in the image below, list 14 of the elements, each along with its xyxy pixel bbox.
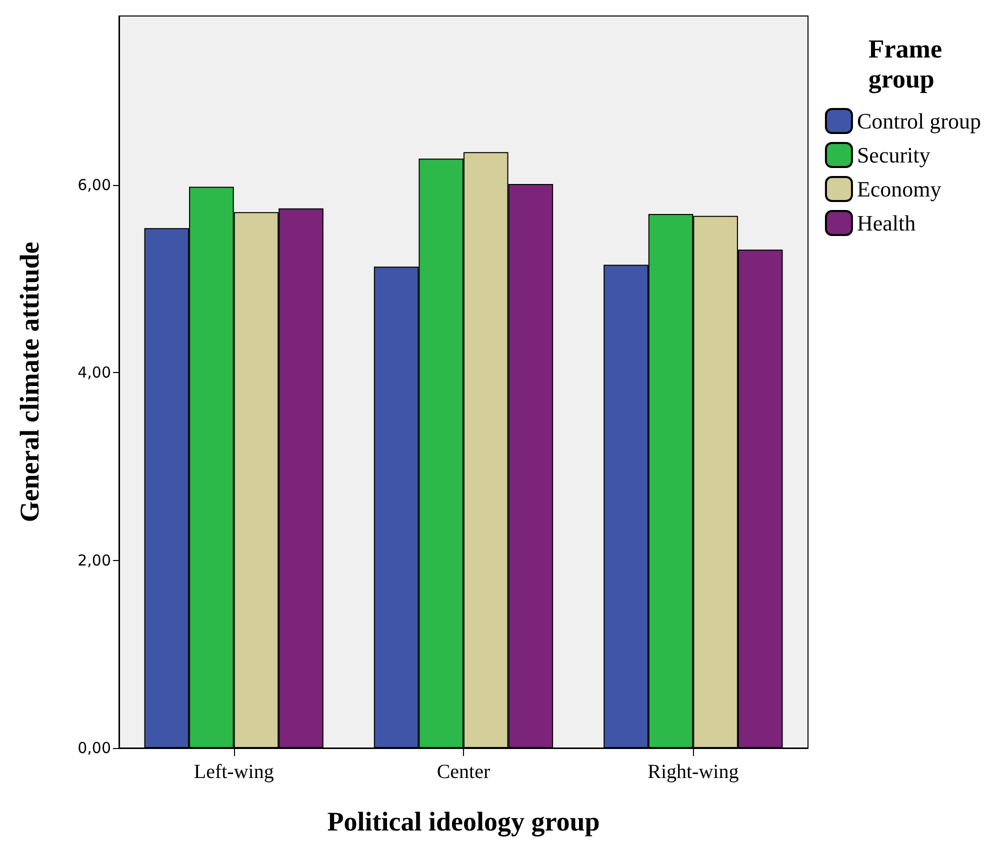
x-tick-label: Right-wing [648,761,739,783]
x-axis-title: Political ideology group [327,806,600,836]
x-tick-label: Left-wing [194,761,274,783]
legend-label: Control group [856,108,982,134]
legend-label: Health [856,210,916,236]
legend-label: Security [856,142,930,168]
y-tick-label: 0,00 [78,739,111,757]
y-tick-label: 2,00 [78,551,111,570]
y-tick-label: 4,00 [78,364,111,382]
legend-title: Frame group [868,34,942,94]
y-axis-title: General climate attitude [14,242,44,522]
y-tick-label: 6,00 [78,176,111,194]
legend-label: Economy [856,176,942,202]
x-tick-label: Center [436,761,490,783]
